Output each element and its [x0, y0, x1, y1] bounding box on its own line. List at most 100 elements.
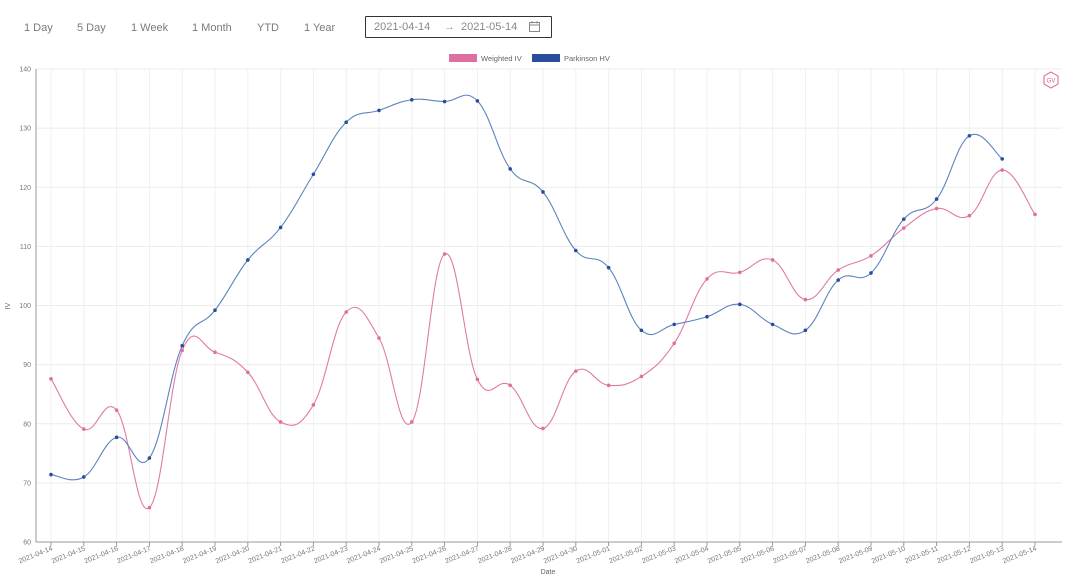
weighted-iv-point[interactable]: [114, 408, 119, 412]
weighted-iv-point[interactable]: [246, 370, 250, 375]
parkinson-hv-point[interactable]: [311, 172, 316, 177]
parkinson-hv-point[interactable]: [902, 217, 906, 221]
legend[interactable]: Weighted IV Parkinson HV: [449, 54, 610, 63]
grid-lines: [36, 68, 1062, 543]
parkinson-hv-point[interactable]: [410, 97, 414, 102]
x-tick-label: 2021-05-10: [871, 545, 907, 565]
parkinson-hv-point[interactable]: [442, 99, 447, 104]
parkinson-hv-point[interactable]: [475, 99, 480, 103]
weighted-iv-point[interactable]: [344, 310, 349, 314]
parkinson-hv-point[interactable]: [49, 472, 53, 477]
weighted-iv-point[interactable]: [475, 377, 480, 382]
x-tick-label: 2021-05-07: [772, 545, 808, 565]
calendar-icon[interactable]: [529, 21, 540, 32]
date-range-picker[interactable]: 2021-04-14 → 2021-05-14: [365, 16, 552, 38]
weighted-iv-point[interactable]: [934, 206, 939, 211]
weighted-iv-point[interactable]: [508, 383, 512, 388]
parkinson-hv-point[interactable]: [377, 108, 381, 113]
weighted-iv-point[interactable]: [672, 341, 676, 346]
parkinson-hv-point[interactable]: [672, 322, 676, 327]
weighted-iv-point[interactable]: [639, 374, 644, 379]
weighted-iv-point[interactable]: [803, 297, 808, 302]
y-tick-label: 80: [23, 421, 31, 428]
parkinson-hv-point[interactable]: [836, 278, 840, 282]
y-tick-label: 90: [23, 362, 31, 369]
series-lines: [50, 94, 1036, 510]
x-tick-label: 2021-04-29: [510, 545, 546, 565]
parkinson-hv-point[interactable]: [1000, 157, 1004, 161]
weighted-iv-point[interactable]: [377, 336, 381, 340]
x-tick-label: 2021-04-26: [412, 545, 448, 565]
parkinson-hv-point[interactable]: [606, 265, 611, 270]
parkinson-hv-point[interactable]: [147, 456, 152, 460]
weighted-iv-point[interactable]: [902, 226, 906, 230]
parkinson-hv-point[interactable]: [213, 308, 217, 313]
parkinson-hv-point[interactable]: [803, 328, 808, 333]
x-tick-label: 2021-04-21: [248, 545, 284, 565]
weighted-iv-point[interactable]: [1000, 168, 1004, 172]
parkinson-hv-point[interactable]: [967, 134, 972, 138]
parkinson-hv-point[interactable]: [738, 302, 742, 307]
y-tick-label: 60: [23, 540, 31, 547]
parkinson-hv-legend-swatch[interactable]: [532, 54, 560, 62]
parkinson-hv-legend-label[interactable]: Parkinson HV: [564, 54, 610, 63]
weighted-iv-legend-swatch[interactable]: [449, 54, 477, 62]
weighted-iv-point[interactable]: [836, 268, 840, 272]
weighted-iv-point[interactable]: [869, 254, 873, 258]
hexagon-logo-icon[interactable]: GV: [1043, 71, 1059, 89]
parkinson-hv-point[interactable]: [114, 435, 119, 440]
range-5-day-button[interactable]: 5 Day: [77, 22, 106, 34]
weighted-iv-point[interactable]: [49, 377, 53, 381]
weighted-iv-point[interactable]: [1033, 212, 1037, 217]
weighted-iv-point[interactable]: [705, 277, 709, 281]
weighted-iv-point[interactable]: [410, 420, 414, 424]
weighted-iv-point[interactable]: [442, 252, 447, 256]
range-1-week-button[interactable]: 1 Week: [131, 22, 169, 34]
x-tick-label: 2021-05-04: [674, 545, 710, 565]
parkinson-hv-point[interactable]: [934, 197, 939, 201]
weighted-iv-point[interactable]: [770, 258, 775, 262]
weighted-iv-point[interactable]: [574, 369, 578, 373]
parkinson-hv-point[interactable]: [278, 225, 283, 230]
date-end[interactable]: 2021-05-14: [461, 21, 518, 33]
date-start[interactable]: 2021-04-14: [374, 21, 431, 33]
weighted-iv-legend-label[interactable]: Weighted IV: [481, 54, 522, 63]
weighted-iv-point[interactable]: [147, 505, 152, 510]
parkinson-hv-point[interactable]: [574, 248, 578, 253]
x-tick-label: 2021-05-02: [608, 545, 644, 565]
chart-container: 60 70 80 90 100 110 120 130 140 2021-04-14 2021-0…: [0, 50, 1080, 582]
x-tick-label: 2021-04-20: [215, 545, 251, 565]
parkinson-hv-point[interactable]: [180, 343, 184, 348]
parkinson-hv-point[interactable]: [541, 190, 545, 194]
x-tick-label: 2021-05-09: [838, 545, 874, 565]
x-tick-label: 2021-04-22: [280, 545, 316, 565]
parkinson-hv-point[interactable]: [344, 120, 349, 125]
parkinson-hv-point[interactable]: [246, 258, 250, 262]
parkinson-hv-point[interactable]: [639, 328, 644, 333]
weighted-iv-point[interactable]: [213, 350, 217, 355]
weighted-iv-point[interactable]: [278, 420, 283, 424]
range-ytd-button[interactable]: YTD: [257, 22, 279, 34]
y-axis-label: IV: [5, 302, 12, 309]
range-1-day-button[interactable]: 1 Day: [24, 22, 53, 34]
parkinson-hv-point[interactable]: [770, 322, 775, 327]
weighted-iv-point[interactable]: [82, 427, 86, 431]
x-tick-label: 2021-05-03: [641, 545, 677, 565]
weighted-iv-point[interactable]: [541, 426, 545, 431]
parkinson-hv-point[interactable]: [869, 271, 873, 275]
parkinson-hv-point[interactable]: [82, 475, 86, 479]
weighted-iv-point[interactable]: [606, 383, 611, 388]
x-tick-label: 2021-04-30: [543, 545, 579, 565]
parkinson-hv-point[interactable]: [508, 167, 512, 171]
y-tick-label: 70: [23, 480, 31, 487]
x-tick-label: 2021-04-17: [116, 545, 152, 565]
parkinson-hv-line: [50, 94, 1003, 481]
range-1-month-button[interactable]: 1 Month: [192, 22, 232, 34]
weighted-iv-point[interactable]: [180, 348, 184, 353]
weighted-iv-point[interactable]: [311, 403, 316, 407]
date-arrow: →: [444, 21, 455, 33]
parkinson-hv-point[interactable]: [705, 314, 709, 319]
range-1-year-button[interactable]: 1 Year: [304, 22, 336, 34]
weighted-iv-point[interactable]: [738, 270, 742, 275]
weighted-iv-point[interactable]: [967, 213, 972, 218]
